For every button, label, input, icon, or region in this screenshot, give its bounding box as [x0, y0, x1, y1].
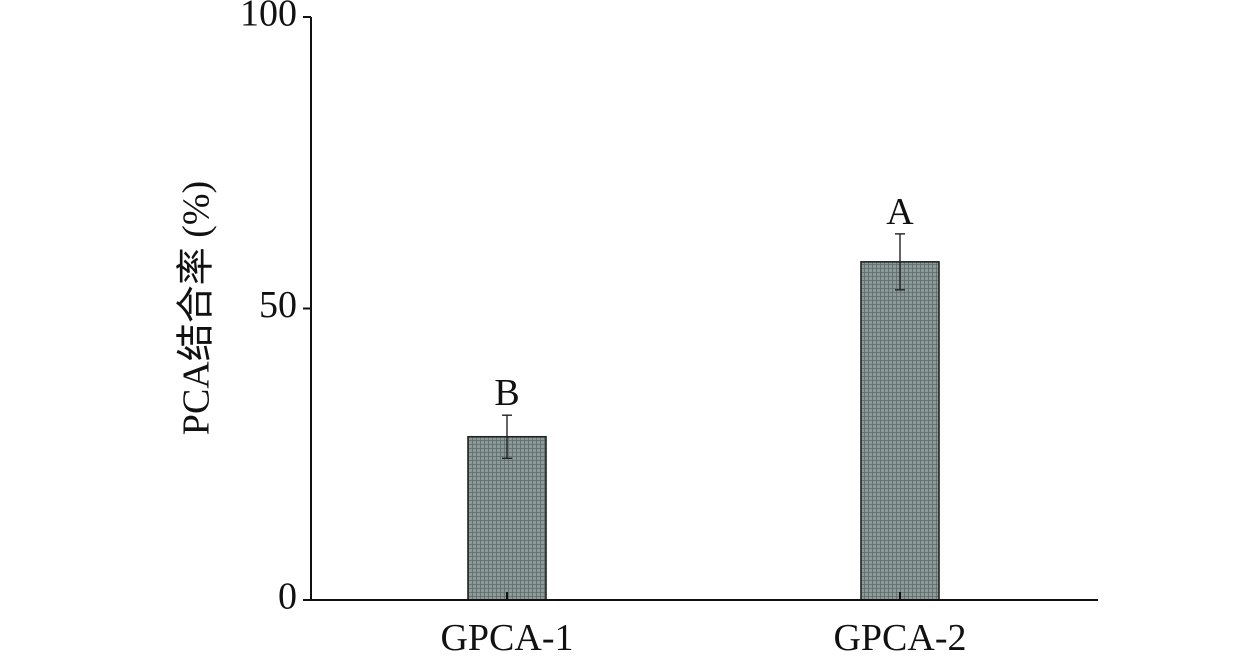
- x-axis-ticks: GPCA-1 GPCA-2: [440, 592, 967, 659]
- y-axis-label: PCA结合率 (%): [176, 181, 218, 435]
- x-tick-label: GPCA-1: [440, 617, 573, 659]
- error-bars: [502, 233, 905, 460]
- y-tick-label: 0: [278, 576, 297, 618]
- bar-gpca-1: [467, 435, 547, 601]
- x-tick-label: GPCA-2: [833, 617, 966, 659]
- significance-labels: BA: [494, 191, 914, 414]
- significance-label: A: [886, 191, 914, 233]
- significance-label: B: [494, 372, 519, 414]
- y-tick-label: 100: [240, 0, 297, 35]
- y-axis-ticks: 0 50 100: [240, 0, 311, 618]
- y-tick-label: 50: [259, 284, 297, 326]
- bar-gpca-2: [860, 261, 940, 601]
- bars: [467, 261, 940, 601]
